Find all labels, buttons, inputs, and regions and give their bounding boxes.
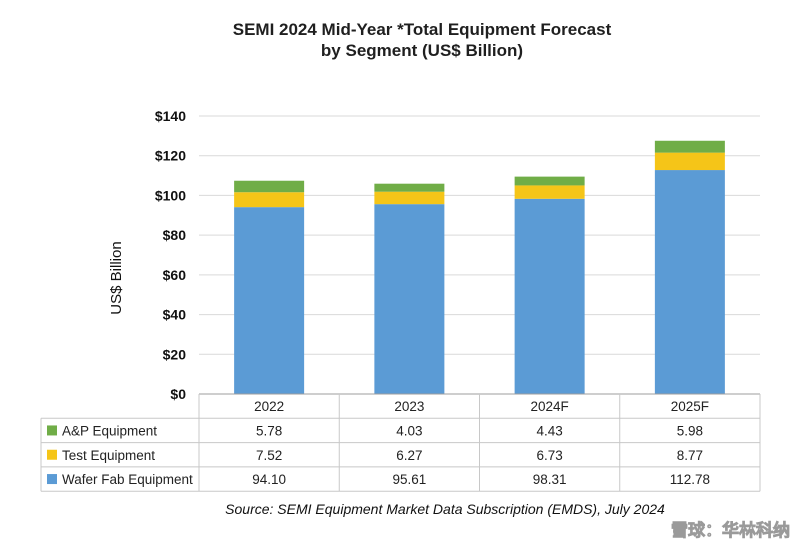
y-tick-label: $20 <box>163 346 187 362</box>
table-value: 94.10 <box>252 472 286 487</box>
table-value: 112.78 <box>670 472 710 487</box>
table-value: 98.31 <box>533 472 567 487</box>
bar-segment <box>654 170 725 394</box>
bar-segment <box>234 192 305 208</box>
category-label: 2024F <box>530 399 568 414</box>
legend-swatch <box>47 425 57 436</box>
bar-segment <box>654 152 725 171</box>
legend-swatch <box>47 449 57 460</box>
bar-segment <box>514 176 585 186</box>
table-value: 4.03 <box>396 423 422 438</box>
source-note: Source: SEMI Equipment Market Data Subsc… <box>225 501 665 517</box>
y-tick-label: $40 <box>163 307 187 323</box>
category-label: 2023 <box>394 399 424 414</box>
bar-segment <box>514 185 585 199</box>
bar-segment <box>514 198 585 394</box>
bar-segment <box>374 204 445 394</box>
table-value: 8.77 <box>677 448 703 463</box>
legend-swatch <box>47 474 57 485</box>
y-tick-label: $80 <box>163 227 187 243</box>
y-tick-label: $120 <box>155 148 186 164</box>
data-table: 2022 2023 2024F 2025F A&P Equipment 5.78 4.03 4… <box>40 393 761 492</box>
table-value: 7.52 <box>256 448 282 463</box>
category-label: 2022 <box>254 399 284 414</box>
table-value: 95.61 <box>392 472 426 487</box>
table-value: 6.73 <box>536 448 562 463</box>
table-value: 4.43 <box>536 423 562 438</box>
y-tick-label: $0 <box>170 386 186 402</box>
bar-segment <box>234 207 305 394</box>
y-tick-label: $140 <box>155 108 186 124</box>
bar-segment <box>654 140 725 153</box>
y-axis-label: US$ Billion <box>108 241 125 314</box>
table-value: 5.98 <box>677 423 703 438</box>
table-value: 6.27 <box>396 448 422 463</box>
bar-segment <box>374 191 445 205</box>
table-value: 5.78 <box>256 423 282 438</box>
y-tick-label: $100 <box>155 187 186 203</box>
watermark: 雪球：华林科纳 <box>671 520 790 540</box>
chart-title-line1: SEMI 2024 Mid-Year *Total Equipment Fore… <box>233 20 612 39</box>
legend-label: Wafer Fab Equipment <box>62 472 193 487</box>
chart-title-line2: by Segment (US$ Billion) <box>321 41 523 60</box>
y-tick-labels: $0 $20 $40 $60 $80 $100 $120 $140 <box>155 108 186 402</box>
bar-segment <box>374 183 445 192</box>
y-tick-label: $60 <box>163 267 187 283</box>
bar-segment <box>234 180 305 193</box>
legend-label: A&P Equipment <box>62 423 157 438</box>
bars <box>234 140 725 394</box>
legend-label: Test Equipment <box>62 448 155 463</box>
category-label: 2025F <box>671 399 709 414</box>
